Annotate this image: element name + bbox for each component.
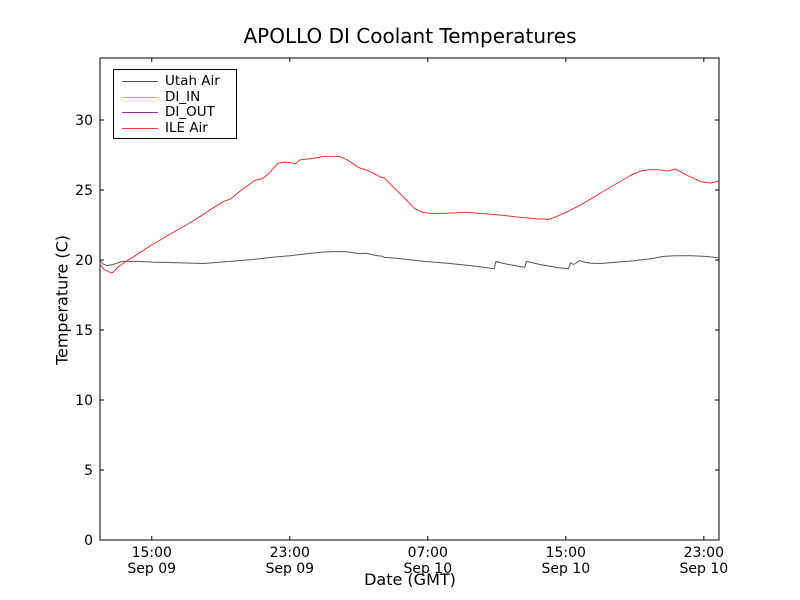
legend-line-swatch <box>122 127 158 129</box>
x-tick-date-label: Sep 10 <box>541 561 590 577</box>
chart-title: APOLLO DI Coolant Temperatures <box>243 24 577 48</box>
series-line-utah-air <box>99 251 720 270</box>
legend-item-utah-air: Utah Air <box>122 74 236 90</box>
x-tick-time-label: 15:00 <box>546 545 586 561</box>
x-tick-date-label: Sep 10 <box>403 561 452 577</box>
legend: Utah Air DI_IN DI_OUT ILE Air <box>113 69 237 139</box>
x-tick-time-label: 07:00 <box>408 545 448 561</box>
series-line-ile-air <box>99 155 720 274</box>
legend-line-swatch <box>122 81 158 83</box>
legend-line-swatch <box>122 96 158 98</box>
x-tick-time-label: 23:00 <box>684 545 724 561</box>
y-tick-label: 25 <box>75 183 93 199</box>
plot-frame <box>99 57 720 541</box>
y-tick-label: 20 <box>75 253 93 269</box>
legend-label: Utah Air <box>165 73 220 90</box>
legend-item-ile-air: ILE Air <box>122 119 236 137</box>
x-axis-label: Date (GMT) <box>364 570 456 589</box>
legend-label: DI_IN <box>165 88 201 105</box>
legend-label: ILE Air <box>165 119 208 136</box>
x-tick-date-label: Sep 09 <box>265 561 314 577</box>
legend-item-di-out: DI_OUT <box>122 105 236 121</box>
legend-label: DI_OUT <box>165 104 215 121</box>
y-tick-label: 5 <box>84 463 93 479</box>
legend-item-di-in: DI_IN <box>122 88 236 106</box>
y-tick-label: 15 <box>75 323 93 339</box>
y-tick-label: 10 <box>75 393 93 409</box>
y-tick-label: 0 <box>84 533 93 549</box>
x-tick-date-label: Sep 10 <box>679 561 728 577</box>
x-tick-time-label: 23:00 <box>270 545 310 561</box>
y-tick-label: 30 <box>75 113 93 129</box>
y-axis-label: Temperature (C) <box>52 234 72 366</box>
x-tick-date-label: Sep 09 <box>127 561 176 577</box>
legend-line-swatch <box>122 112 158 114</box>
x-tick-time-label: 15:00 <box>132 545 172 561</box>
